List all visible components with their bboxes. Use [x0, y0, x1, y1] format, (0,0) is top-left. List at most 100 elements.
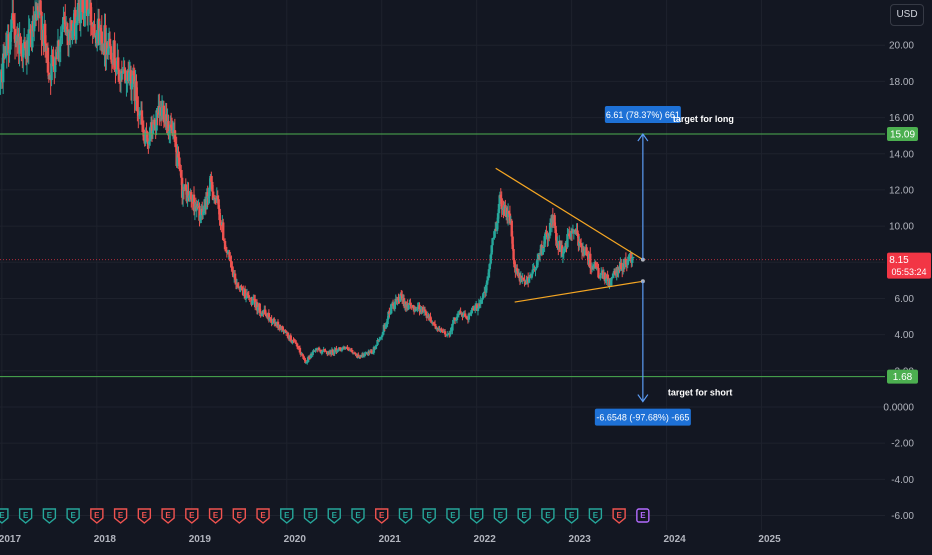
earnings-event-marker[interactable] [612, 508, 626, 524]
candle-body [302, 355, 305, 359]
candle-body [260, 313, 263, 315]
earnings-event-marker[interactable] [517, 508, 531, 524]
candle-body [63, 17, 66, 20]
time-axis[interactable] [0, 530, 932, 550]
candle-body [264, 309, 267, 315]
candle-body [620, 262, 623, 270]
candle-body [7, 34, 10, 54]
candle-body [304, 359, 307, 363]
x-tick-label: 2019 [189, 534, 212, 545]
y-tick-label: 6.00 [895, 294, 915, 305]
earnings-event-marker[interactable] [541, 508, 555, 524]
candle-body [531, 269, 534, 274]
candle-body [594, 262, 597, 269]
candle-body [294, 340, 297, 343]
earnings-event-marker[interactable] [422, 508, 436, 524]
earnings-event-marker[interactable] [185, 508, 199, 524]
candle-body [236, 284, 240, 287]
candle-body [599, 275, 602, 278]
candle-body [198, 205, 201, 221]
triangle-lower-line[interactable] [514, 280, 643, 303]
earnings-event-future[interactable] [636, 508, 650, 523]
earnings-event-marker[interactable] [280, 508, 294, 524]
earnings-event-marker[interactable] [351, 508, 365, 524]
earnings-event-marker[interactable] [161, 508, 175, 524]
long-measure-arrow-head[interactable] [637, 133, 649, 142]
y-tick-label: 4.00 [895, 330, 915, 341]
candle-body [463, 313, 467, 317]
candle-body [50, 55, 53, 81]
candle-body [452, 319, 455, 324]
candle-body [498, 194, 502, 205]
horizontal-levels[interactable] [0, 133, 885, 378]
short-measure-arrow-head[interactable] [637, 394, 649, 403]
earnings-event-marker[interactable] [90, 508, 104, 524]
candle-body [117, 69, 121, 80]
candle-body [216, 195, 219, 200]
earnings-event-marker[interactable] [493, 508, 508, 524]
earnings-event-marker[interactable] [446, 508, 460, 524]
candle-body [205, 192, 208, 210]
candle-body [555, 233, 558, 246]
candle-body [71, 30, 74, 39]
candle-body [5, 35, 9, 56]
earnings-event-marker[interactable] [375, 508, 389, 524]
earnings-event-marker[interactable] [398, 508, 413, 524]
candle-body [136, 100, 139, 110]
candle-body [228, 252, 231, 257]
short-measure-value-box [594, 408, 691, 426]
candle-body [381, 331, 385, 336]
earnings-event-marker[interactable] [469, 508, 484, 524]
earnings-event-marker[interactable] [18, 508, 33, 524]
earnings-event-marker[interactable] [303, 508, 318, 524]
earnings-event-glyph: E [450, 511, 456, 520]
earnings-event-glyph: E [616, 511, 622, 520]
triangle-trendlines[interactable] [495, 167, 644, 303]
candle-body [477, 303, 481, 309]
candle-body [59, 36, 62, 47]
earnings-event-marker[interactable] [564, 508, 579, 524]
earnings-event-marker[interactable] [327, 508, 341, 524]
candle-body [39, 0, 42, 12]
candle-body [446, 334, 450, 336]
earnings-event-marker[interactable] [0, 508, 9, 524]
candle-body [544, 232, 547, 237]
earnings-event-glyph: E [47, 511, 53, 520]
candle-body [579, 242, 583, 246]
earnings-event-marker[interactable] [113, 508, 128, 524]
candle-body [65, 26, 69, 30]
candle-body [247, 295, 250, 298]
candle-body [212, 197, 216, 201]
candle-body [258, 303, 261, 313]
candle-body [433, 323, 437, 327]
earnings-event-marker[interactable] [232, 508, 246, 524]
candle-body [370, 351, 374, 354]
candle-body [500, 198, 503, 210]
candle-body [388, 311, 391, 314]
candle-body [12, 13, 15, 21]
candle-body [268, 317, 271, 321]
earnings-event-marker[interactable] [66, 508, 80, 524]
currency-selector[interactable]: USD [890, 4, 924, 26]
earnings-event-glyph: E [379, 511, 385, 520]
candle-body [596, 267, 599, 269]
candle-body [335, 348, 338, 352]
candle-body [513, 260, 516, 268]
candle-body [244, 298, 248, 300]
earnings-event-marker[interactable] [137, 508, 152, 524]
earnings-event-marker[interactable] [256, 508, 270, 524]
earnings-event-marker[interactable] [208, 508, 223, 524]
triangle-upper-line[interactable] [495, 167, 644, 261]
candle-body [84, 0, 87, 14]
candle-body [535, 267, 538, 269]
candle-body [33, 21, 36, 32]
candle-body [511, 236, 514, 250]
earnings-event-marker[interactable] [588, 508, 603, 524]
earnings-event-marker[interactable] [42, 508, 57, 524]
candle-body [331, 349, 334, 353]
candle-body [180, 170, 183, 178]
